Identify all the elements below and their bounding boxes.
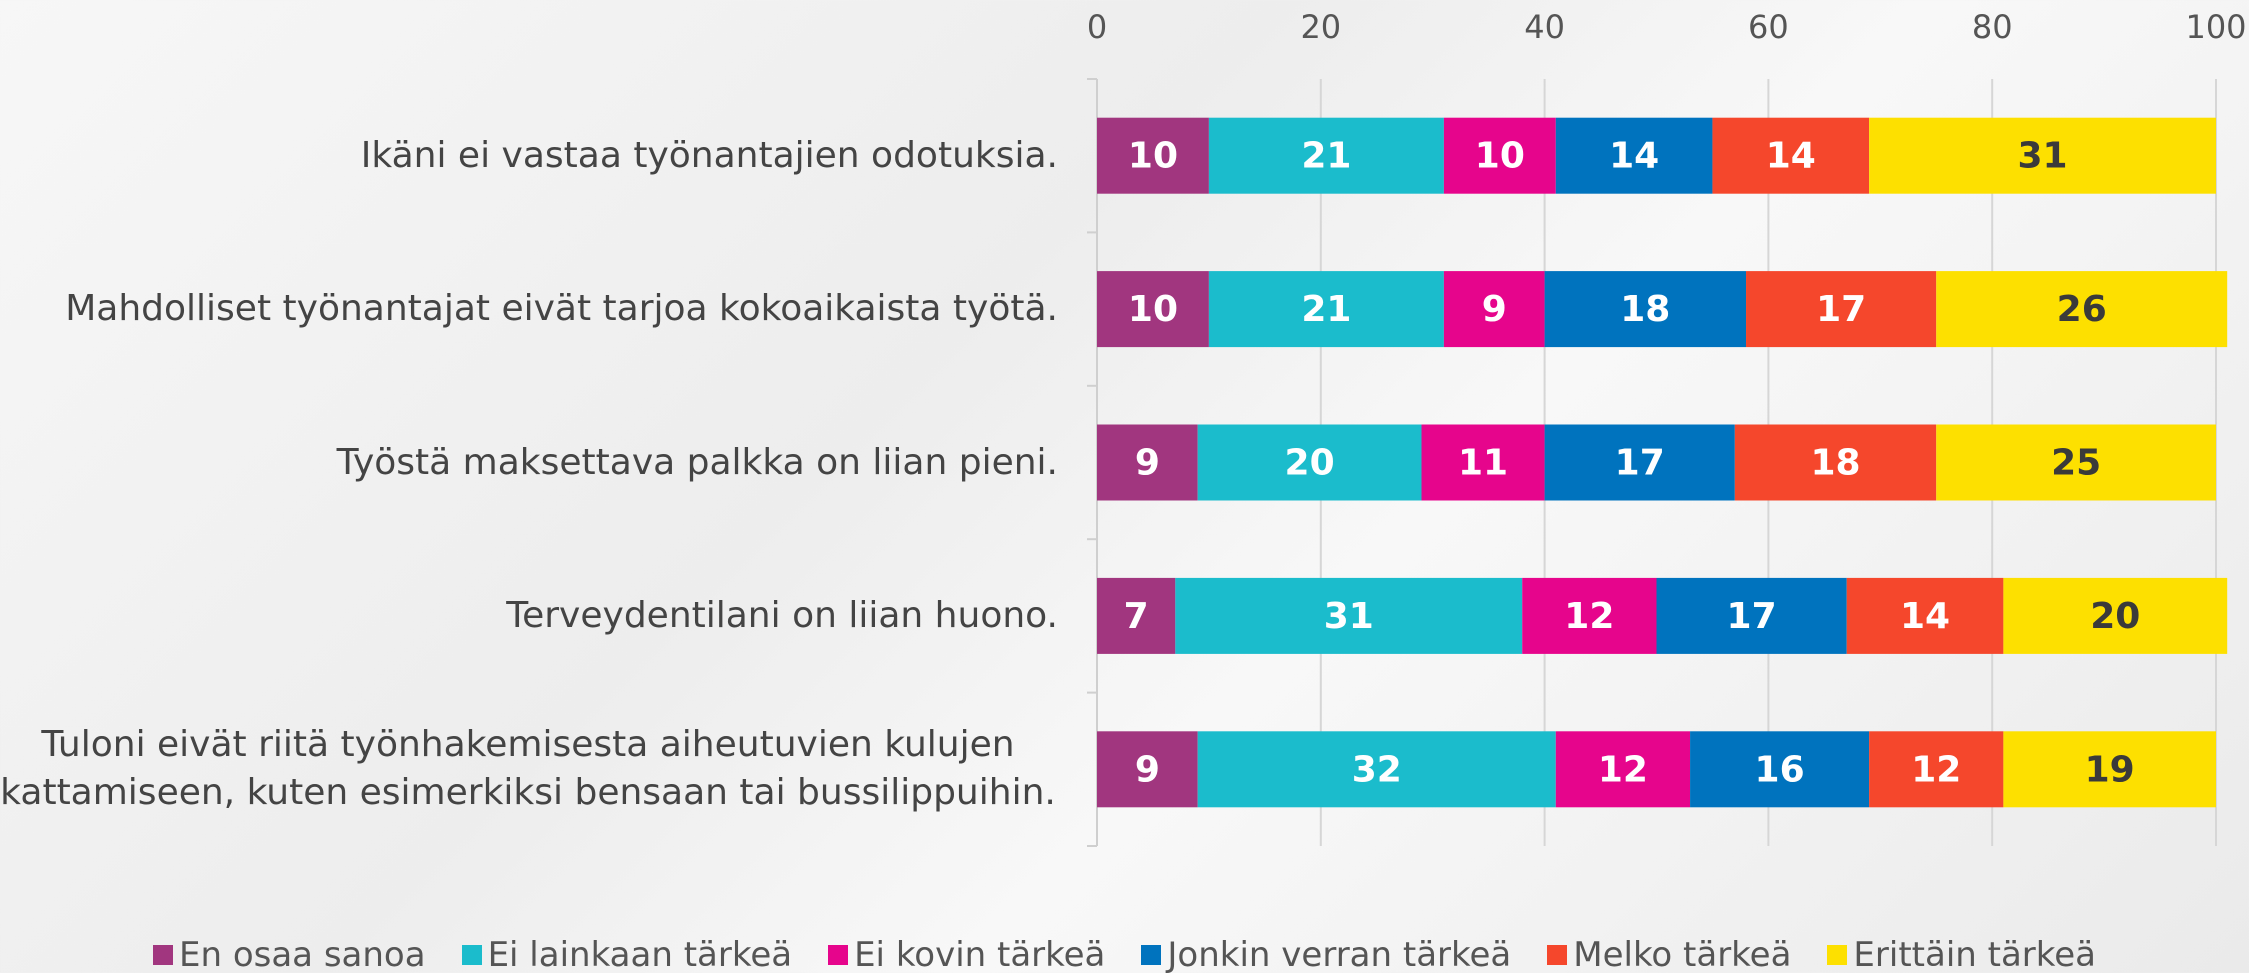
bar-segment [1555, 731, 1691, 808]
bar-segment [1097, 117, 1209, 194]
value-label: 25 [2051, 443, 2101, 484]
bar-segment [1746, 271, 1937, 348]
legend-label: En osaa sanoa [178, 935, 426, 973]
value-label: 18 [1620, 289, 1670, 330]
bar-segment [1544, 424, 1735, 501]
legend-swatch [1141, 945, 1162, 965]
bar-segment [1936, 271, 2228, 348]
legend-item: Ei kovin tärkeä [828, 935, 1105, 973]
value-label: 31 [1324, 596, 1374, 637]
category-label-box: Ikäni ei vastaa työnantajien odotuksia. [0, 76, 1058, 236]
legend-label: Ei kovin tärkeä [854, 935, 1106, 973]
category-label: Mahdolliset työnantajat eivät tarjoa kok… [65, 288, 1058, 330]
bar-segment [1197, 424, 1422, 501]
bar-segment [1869, 117, 2216, 194]
value-label: 10 [1128, 136, 1178, 177]
category-label: Tuloni eivät riitä työnhakemisesta aiheu… [0, 724, 1056, 814]
bar-segment [1656, 577, 1847, 654]
legend-item: Jonkin verran tärkeä [1141, 935, 1511, 973]
bar-segment [1208, 117, 1444, 194]
bar-segment [1197, 731, 1556, 808]
x-tick-label: 60 [1748, 8, 1789, 46]
legend: En osaa sanoa Ei lainkaan tärkeä Ei kovin … [0, 935, 2249, 973]
value-label: 11 [1458, 443, 1508, 484]
bar-segment [2003, 731, 2216, 808]
bar-segment [1208, 271, 1444, 348]
category-label: Terveydentilani on liian huono. [506, 594, 1058, 636]
value-label: 20 [2090, 596, 2140, 637]
bar-segment [1097, 271, 1209, 348]
category-label-box: Terveydentilani on liian huono. [0, 536, 1058, 696]
value-label: 14 [1900, 596, 1950, 637]
legend-label: Ei lainkaan tärkeä [487, 935, 793, 973]
bar-segment [1544, 271, 1747, 348]
value-label: 9 [1482, 289, 1507, 330]
legend-item: Melko tärkeä [1547, 935, 1791, 973]
value-label: 12 [1598, 749, 1648, 790]
bar-segment [1175, 577, 1523, 654]
value-label: 17 [1816, 289, 1866, 330]
category-label-box: Tuloni eivät riitä työnhakemisesta aiheu… [0, 689, 1058, 849]
category-label: Ikäni ei vastaa työnantajien odotuksia. [360, 134, 1058, 176]
legend-swatch [461, 945, 482, 965]
legend-item: En osaa sanoa [152, 935, 426, 973]
bar-segment [2003, 577, 2228, 654]
x-tick-label: 20 [1300, 8, 1341, 46]
legend-swatch [828, 945, 849, 965]
bar-segment [1734, 424, 1937, 501]
value-label: 20 [1285, 443, 1335, 484]
bar-segment [1869, 731, 2004, 808]
value-label: 31 [2018, 136, 2068, 177]
legend-swatch [1827, 945, 1848, 965]
bar-segment [1097, 577, 1176, 654]
value-label: 10 [1475, 136, 1525, 177]
bar-segment [1443, 117, 1556, 194]
bar-segment [1421, 424, 1545, 501]
value-label: 18 [1810, 443, 1860, 484]
value-label: 19 [2085, 749, 2135, 790]
legend-item: Erittäin tärkeä [1827, 935, 2096, 973]
bar-segment [1712, 117, 1870, 194]
value-label: 16 [1755, 749, 1805, 790]
bar-segment [1690, 731, 1870, 808]
value-label: 9 [1135, 443, 1160, 484]
legend-swatch [152, 945, 173, 965]
bar-segment [1097, 731, 1198, 808]
category-label-box: Mahdolliset työnantajat eivät tarjoa kok… [0, 229, 1058, 389]
value-label: 32 [1352, 749, 1402, 790]
value-label: 12 [1564, 596, 1614, 637]
value-label: 17 [1727, 596, 1777, 637]
value-label: 14 [1609, 136, 1659, 177]
value-label: 21 [1301, 289, 1351, 330]
bar-segment [1846, 577, 2004, 654]
x-tick-label: 40 [1524, 8, 1565, 46]
x-tick-label: 80 [1972, 8, 2013, 46]
bar-segment [1097, 424, 1198, 501]
bar-segment [1522, 577, 1657, 654]
bar-segment [1443, 271, 1545, 348]
value-label: 12 [1911, 749, 1961, 790]
x-tick-label: 100 [2185, 8, 2246, 46]
value-label: 21 [1301, 136, 1351, 177]
legend-label: Jonkin verran tärkeä [1167, 935, 1512, 973]
category-label-box: Työstä maksettava palkka on liian pieni. [0, 383, 1058, 543]
value-label: 26 [2057, 289, 2107, 330]
legend-swatch [1547, 945, 1568, 965]
legend-label: Melko tärkeä [1573, 935, 1792, 973]
bar-segment [1936, 424, 2216, 501]
legend-label: Erittäin tärkeä [1853, 935, 2097, 973]
value-label: 9 [1135, 749, 1160, 790]
category-label: Työstä maksettava palkka on liian pieni. [336, 441, 1058, 483]
value-label: 17 [1615, 443, 1665, 484]
x-tick-label: 0 [1087, 8, 1107, 46]
legend-item: Ei lainkaan tärkeä [461, 935, 793, 973]
bar-segment [1555, 117, 1713, 194]
value-label: 14 [1766, 136, 1816, 177]
value-label: 10 [1128, 289, 1178, 330]
value-label: 7 [1124, 596, 1149, 637]
